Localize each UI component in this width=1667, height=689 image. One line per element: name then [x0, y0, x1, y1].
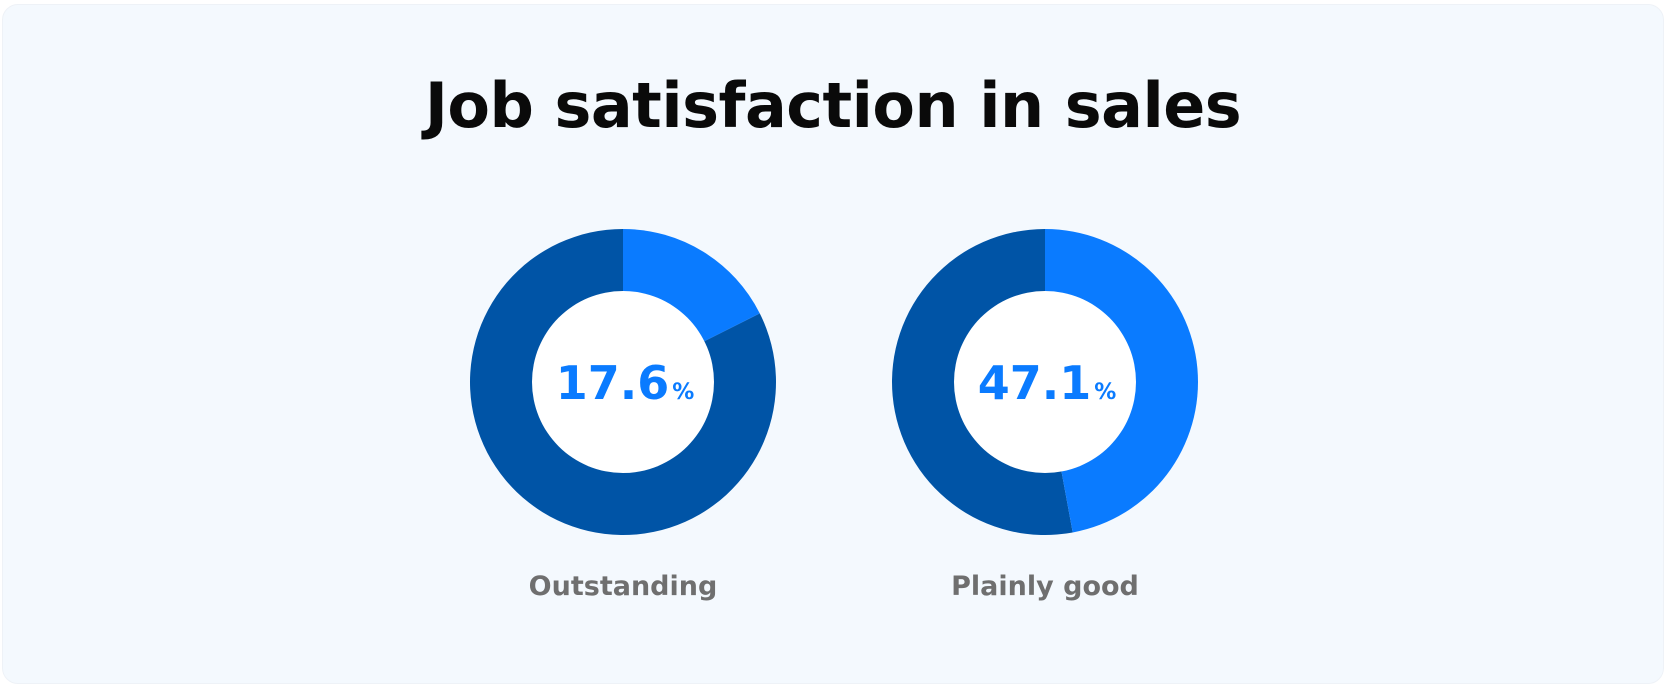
- donut-chart-outstanding: 17.6% Outstanding: [469, 229, 776, 602]
- donut-chart-plainly-good: 47.1% Plainly good: [892, 229, 1199, 602]
- value-number-plainly-good: 47.1: [978, 356, 1092, 410]
- donut-value-outstanding: 17.6%: [556, 356, 695, 410]
- value-number-outstanding: 17.6: [556, 356, 670, 410]
- chart-card: Job satisfaction in sales: [2, 4, 1664, 684]
- donut-value-plainly-good: 47.1%: [978, 356, 1117, 410]
- chart-title: Job satisfaction in sales: [424, 69, 1242, 142]
- donut-center-plainly-good: [954, 291, 1136, 473]
- category-label-plainly-good: Plainly good: [951, 571, 1139, 602]
- donut-center-outstanding: [532, 291, 714, 473]
- value-unit-outstanding: %: [672, 380, 694, 405]
- category-label-outstanding: Outstanding: [529, 571, 718, 602]
- value-unit-plainly-good: %: [1094, 380, 1116, 405]
